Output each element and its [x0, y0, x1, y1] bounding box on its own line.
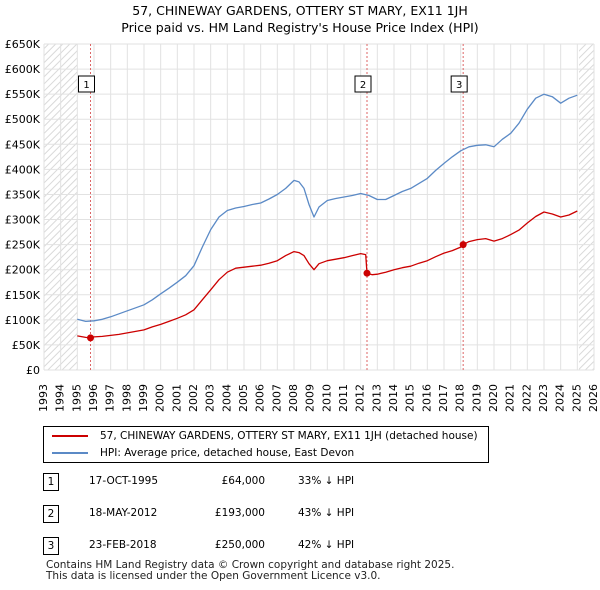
y-tick-label: £650K: [5, 38, 41, 51]
hpi-swatch: [52, 452, 88, 454]
x-tick-label: 2002: [187, 384, 200, 412]
legend: 57, CHINEWAY GARDENS, OTTERY ST MARY, EX…: [43, 426, 489, 463]
x-tick-label: 1993: [37, 384, 50, 412]
x-tick-label: 2011: [337, 384, 350, 412]
sale-marker-box: [450, 75, 468, 93]
x-tick-label: 2008: [287, 384, 300, 412]
x-tick-label: 2004: [220, 384, 233, 412]
sale-hpi-diff: 33% ↓ HPI: [298, 475, 355, 487]
y-tick-label: £100K: [5, 314, 41, 327]
y-tick-label: £300K: [5, 214, 41, 227]
x-tick-label: 2009: [304, 384, 317, 412]
x-tick-label: 2016: [420, 384, 433, 412]
sale-price: £64,000: [221, 475, 265, 487]
sale-point: [459, 241, 467, 249]
x-tick-label: 2020: [487, 384, 500, 412]
chart-subtitle: Price paid vs. HM Land Registry's House …: [121, 20, 479, 35]
sale-date: 18-MAY-2012: [89, 507, 158, 519]
x-tick-label: 2017: [437, 384, 450, 412]
x-tick-label: 2003: [204, 384, 217, 412]
x-tick-label: 2012: [354, 384, 367, 412]
x-tick-label: 2001: [170, 384, 183, 412]
footer: Contains HM Land Registry data © Crown c…: [46, 560, 454, 582]
x-tick-label: 2026: [587, 384, 600, 412]
y-tick-label: £50K: [12, 339, 41, 352]
sale-marker-label: 1: [83, 80, 89, 91]
price-paid-swatch: [52, 435, 88, 437]
sale-row: 2 18-MAY-2012 £193,000 43% ↓ HPI: [43, 505, 563, 523]
x-tick-label: 2007: [270, 384, 283, 412]
sale-row: 1 17-OCT-1995 £64,000 33% ↓ HPI: [43, 473, 563, 491]
sale-hpi-diff: 42% ↓ HPI: [298, 539, 355, 551]
y-tick-label: £350K: [5, 188, 41, 201]
y-tick-label: £550K: [5, 88, 41, 101]
y-tick-label: £450K: [5, 138, 41, 151]
x-tick-label: 1997: [104, 384, 117, 412]
sale-row: 3 23-FEB-2018 £250,000 42% ↓ HPI: [43, 537, 563, 555]
sale-price: £193,000: [214, 507, 265, 519]
no-data-hatch: [579, 44, 594, 370]
x-tick-label: 2005: [237, 384, 250, 412]
sale-hpi-diff: 43% ↓ HPI: [298, 507, 355, 519]
y-tick-label: £500K: [5, 113, 41, 126]
x-tick-label: 1996: [87, 384, 100, 412]
footer-copyright: Contains HM Land Registry data © Crown c…: [46, 559, 455, 571]
legend-hpi-label: HPI: Average price, detached house, East…: [100, 447, 355, 459]
sale-marker-box: [78, 75, 95, 93]
chart-title: 57, CHINEWAY GARDENS, OTTERY ST MARY, EX…: [132, 3, 468, 18]
sale-number-badge: 1: [43, 473, 59, 491]
x-tick-label: 2022: [520, 384, 533, 412]
x-tick-label: 2013: [370, 384, 383, 412]
sale-marker-label: 2: [360, 80, 366, 91]
x-tick-label: 1998: [120, 384, 133, 412]
sale-number-badge: 2: [43, 505, 59, 523]
sale-date: 23-FEB-2018: [89, 539, 157, 551]
x-tick-label: 2014: [387, 384, 400, 412]
sale-marker-box: [354, 75, 372, 93]
x-tick-label: 2006: [254, 384, 267, 412]
hpi-line: [77, 93, 578, 323]
footer-licence: This data is licensed under the Open Gov…: [46, 570, 381, 582]
price-chart: 1 2 3 £0 £50K £100K £150K £200K £250K £300K £350K…: [5, 38, 600, 412]
x-tick-label: 1994: [54, 384, 67, 412]
sale-date: 17-OCT-1995: [89, 475, 158, 487]
x-tick-label: 2025: [570, 384, 583, 412]
sale-point: [363, 269, 371, 277]
legend-price-paid-label: 57, CHINEWAY GARDENS, OTTERY ST MARY, EX…: [100, 430, 478, 442]
x-tick-label: 2018: [454, 384, 467, 412]
sale-price: £250,000: [214, 539, 265, 551]
sale-number-badge: 3: [43, 537, 59, 555]
sale-marker-label: 3: [456, 80, 462, 91]
x-tick-label: 2021: [504, 384, 517, 412]
y-tick-label: £400K: [5, 163, 41, 176]
price-paid-line: [77, 210, 578, 339]
x-tick-label: 2000: [154, 384, 167, 412]
x-tick-label: 1995: [70, 384, 83, 412]
sale-point: [87, 334, 94, 342]
x-tick-label: 1999: [137, 384, 150, 412]
legend-item-price-paid: 57, CHINEWAY GARDENS, OTTERY ST MARY, EX…: [52, 428, 478, 444]
y-tick-label: £250K: [5, 239, 41, 252]
legend-item-hpi: HPI: Average price, detached house, East…: [52, 445, 354, 461]
x-tick-label: 2019: [470, 384, 483, 412]
x-tick-label: 2023: [537, 384, 550, 412]
y-tick-label: £0: [26, 364, 40, 377]
x-tick-label: 2024: [554, 384, 567, 412]
y-tick-label: £600K: [5, 63, 41, 76]
x-tick-label: 2015: [404, 384, 417, 412]
x-tick-label: 2010: [320, 384, 333, 412]
y-tick-label: £150K: [5, 289, 41, 302]
y-tick-label: £200K: [5, 264, 41, 277]
